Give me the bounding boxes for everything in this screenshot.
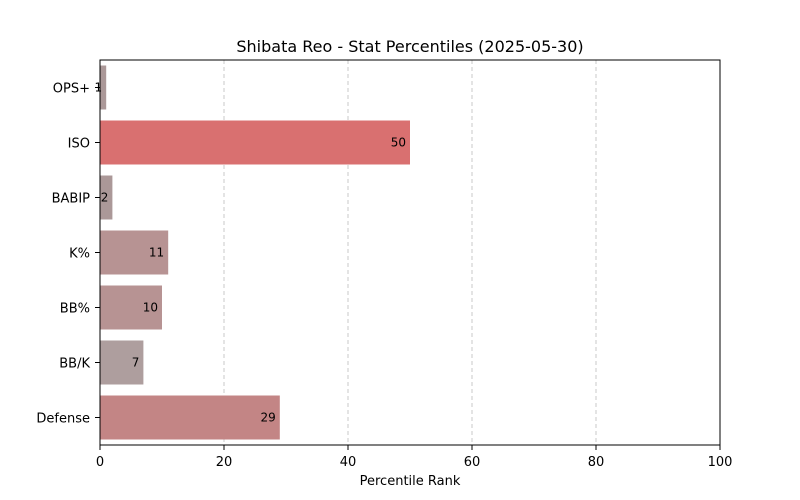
bar-value-label: 11 (149, 246, 164, 260)
x-axis: 0 20 40 60 80 100 (96, 445, 733, 470)
x-tick-label: 80 (588, 455, 605, 470)
y-axis: OPS+ ISO BABIP K% BB% BB/K Defense (36, 82, 100, 427)
bar (100, 285, 162, 330)
bar (100, 120, 410, 165)
x-tick-label: 60 (464, 455, 481, 470)
bar (100, 395, 280, 440)
y-tick-label: OPS+ (53, 82, 90, 97)
y-tick-label: ISO (68, 137, 90, 152)
chart-title: Shibata Reo - Stat Percentiles (2025-05-… (236, 37, 583, 56)
bar (100, 230, 169, 275)
bar-value-label: 2 (101, 191, 109, 205)
bar (100, 340, 144, 385)
y-tick-label: K% (69, 247, 90, 262)
x-tick-label: 0 (96, 455, 104, 470)
y-tick-label: BB/K (59, 357, 90, 372)
x-tick-label: 20 (216, 455, 233, 470)
y-tick-label: BABIP (52, 192, 91, 207)
bar-value-label: 10 (143, 301, 158, 315)
bar (100, 65, 107, 110)
bar-value-label: 7 (132, 356, 140, 370)
x-tick-label: 100 (708, 455, 733, 470)
bar-value-label: 50 (391, 136, 406, 150)
y-tick-label: BB% (60, 302, 90, 317)
x-axis-label: Percentile Rank (360, 474, 461, 489)
bar-value-label: 29 (261, 411, 276, 425)
bar (100, 175, 113, 220)
y-tick-label: Defense (36, 412, 90, 427)
bars (100, 65, 410, 440)
x-tick-label: 40 (340, 455, 357, 470)
